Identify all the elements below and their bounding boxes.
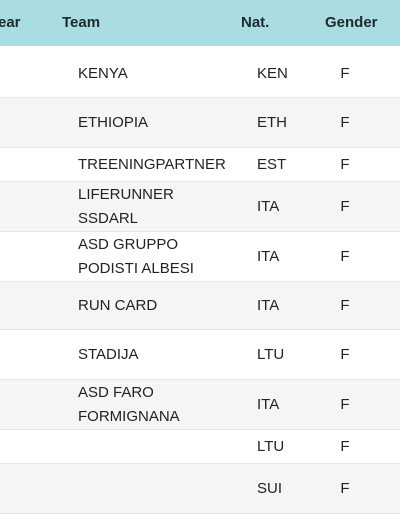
gender-cell: F: [340, 345, 350, 363]
table-row: KENYA KEN F: [0, 50, 400, 98]
nat-cell: LTU: [257, 437, 285, 455]
nat-cell: LTU: [257, 345, 285, 363]
gender-cell: F: [340, 113, 350, 131]
nat-cell: ITA: [257, 296, 280, 314]
gender-cell: F: [340, 64, 350, 82]
gender-cell: F: [340, 247, 350, 265]
gender-cell: F: [340, 296, 350, 314]
team-cell: STADIJA: [78, 330, 253, 379]
table-row: ASD GRUPPO PODISTI ALBESI ITA F: [0, 232, 400, 282]
nat-cell: ITA: [257, 247, 280, 265]
gender-cell: F: [340, 437, 350, 455]
table-row: SUI F: [0, 464, 400, 514]
team-line: TREENINGPARTNER: [78, 155, 226, 173]
team-cell: ASD GRUPPO PODISTI ALBESI: [78, 232, 253, 281]
table-row: LTU F: [0, 430, 400, 464]
team-line: LIFERUNNER: [78, 185, 174, 203]
team-cell: ASD FARO FORMIGNANA: [78, 380, 253, 429]
nat-cell: ETH: [257, 113, 287, 131]
table-row: LIFERUNNER SSDARL ITA F: [0, 182, 400, 232]
table-header: ear Team Nat. Gender: [0, 0, 400, 46]
gender-cell: F: [340, 197, 350, 215]
team-line: FORMIGNANA: [78, 407, 180, 425]
team-line: SSDARL: [78, 209, 139, 227]
team-cell: ETHIOPIA: [78, 98, 253, 147]
gender-cell: F: [340, 155, 350, 173]
table-row: STADIJA LTU F: [0, 330, 400, 380]
team-cell: RUN CARD: [78, 282, 253, 329]
team-cell: TREENINGPARTNER: [78, 148, 253, 181]
table-row: RUN CARD ITA F: [0, 282, 400, 330]
nat-cell: KEN: [257, 64, 288, 82]
nat-cell: ITA: [257, 395, 280, 413]
gender-cell: F: [340, 395, 350, 413]
team-line: ASD FARO: [78, 383, 154, 401]
team-cell: [78, 430, 253, 463]
team-line: KENYA: [78, 64, 128, 82]
header-cell: ear: [0, 14, 21, 31]
team-line: STADIJA: [78, 345, 139, 363]
team-cell: LIFERUNNER SSDARL: [78, 182, 253, 231]
team-cell: KENYA: [78, 50, 253, 97]
nat-cell: ITA: [257, 197, 280, 215]
table-row: TREENINGPARTNER EST F: [0, 148, 400, 182]
header-cell: Team: [62, 14, 101, 31]
team-line: RUN CARD: [78, 296, 158, 314]
team-cell: [78, 464, 253, 513]
table-row: ASD FARO FORMIGNANA ITA F: [0, 380, 400, 430]
gender-cell: F: [340, 479, 350, 497]
nat-cell: EST: [257, 155, 287, 173]
header-cell: Nat.: [241, 14, 270, 31]
team-line: ASD GRUPPO: [78, 235, 179, 253]
table-row: ETHIOPIA ETH F: [0, 98, 400, 148]
team-line: ETHIOPIA: [78, 113, 149, 131]
nat-cell: SUI: [257, 479, 283, 497]
header-cell: Gender: [325, 14, 378, 31]
team-line: PODISTI ALBESI: [78, 259, 194, 277]
